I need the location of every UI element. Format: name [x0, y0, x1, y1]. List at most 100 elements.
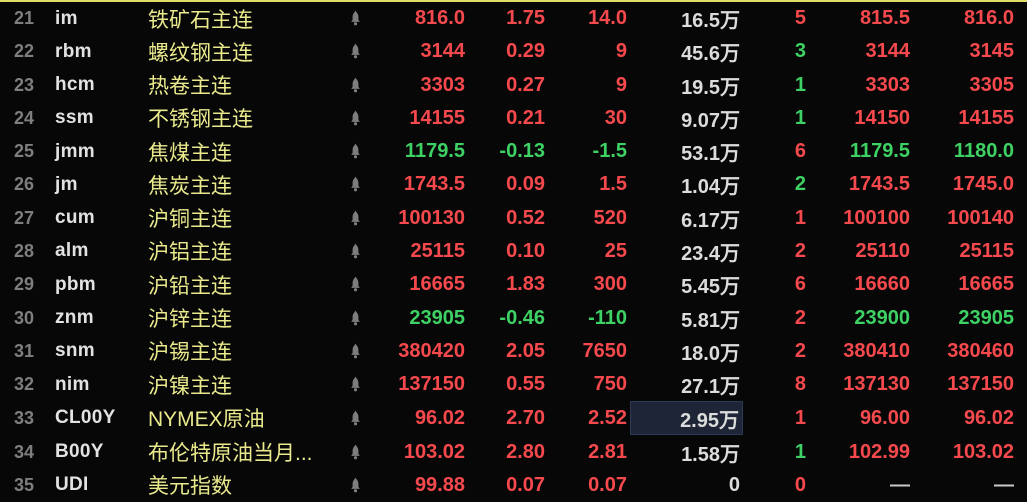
change-amount: 0.07 [588, 473, 627, 496]
change-percent: 0.09 [506, 173, 545, 196]
tick-count: 2 [794, 173, 806, 196]
ask-price: 14155 [958, 106, 1014, 129]
alert-bell-icon[interactable] [338, 2, 372, 35]
ask-price: 816.0 [963, 7, 1014, 30]
tick-count: 1 [794, 406, 806, 429]
change-amount: -1.5 [592, 140, 627, 163]
change-amount: 2.52 [588, 406, 627, 429]
alert-bell-icon[interactable] [338, 469, 372, 502]
change-percent: 0.55 [506, 373, 545, 396]
alert-bell-icon[interactable] [338, 168, 372, 201]
table-row[interactable]: 32 nim 沪镍主连 137150 0.55 750 27.1万 8 1371… [0, 368, 1027, 401]
change-percent: -0.46 [499, 306, 545, 329]
row-index: 24 [14, 107, 35, 128]
alert-bell-icon[interactable] [338, 69, 372, 102]
alert-bell-icon[interactable] [338, 235, 372, 268]
ask-price: 16665 [958, 273, 1014, 296]
volume: 5.45万 [681, 276, 740, 299]
table-row[interactable]: 22 rbm 螺纹钢主连 3144 0.29 9 45.6万 3 3144 31… [0, 35, 1027, 68]
volume: 19.5万 [681, 76, 740, 99]
alert-bell-icon[interactable] [338, 401, 372, 435]
alert-bell-icon[interactable] [338, 202, 372, 235]
symbol-name: 沪铜主连 [148, 208, 232, 232]
table-row[interactable]: 27 cum 沪铜主连 100130 0.52 520 6.17万 1 1001… [0, 202, 1027, 235]
tick-count: 1 [794, 440, 806, 463]
last-price: 23905 [409, 306, 465, 329]
bid-price: 3144 [865, 40, 911, 63]
volume: 18.0万 [681, 342, 740, 365]
row-index: 31 [14, 340, 35, 361]
alert-bell-icon[interactable] [338, 301, 372, 334]
table-row[interactable]: 24 ssm 不锈钢主连 14155 0.21 30 9.07万 1 14150… [0, 102, 1027, 135]
ask-price: 3305 [969, 73, 1015, 96]
row-index: 28 [14, 240, 35, 261]
bid-price: 96.00 [859, 406, 910, 429]
table-row[interactable]: 31 snm 沪锡主连 380420 2.05 7650 18.0万 2 380… [0, 335, 1027, 368]
table-row[interactable]: 34 B00Y 布伦特原油当月... 103.02 2.80 2.81 1.58… [0, 435, 1027, 468]
row-index: 29 [14, 274, 35, 295]
bid-price: 1179.5 [849, 140, 910, 163]
last-price: 816.0 [414, 7, 465, 30]
table-row[interactable]: 23 hcm 热卷主连 3303 0.27 9 19.5万 1 3303 330… [0, 69, 1027, 102]
volume: 1.58万 [681, 443, 740, 466]
table-row[interactable]: 28 alm 沪铝主连 25115 0.10 25 23.4万 2 25110 … [0, 235, 1027, 268]
bid-price: 14150 [854, 106, 910, 129]
table-row[interactable]: 30 znm 沪锌主连 23905 -0.46 -110 5.81万 2 239… [0, 301, 1027, 334]
alert-bell-icon[interactable] [338, 335, 372, 368]
table-row[interactable]: 21 im 铁矿石主连 816.0 1.75 14.0 16.5万 5 815.… [0, 2, 1027, 35]
row-index: 23 [14, 74, 35, 95]
alert-bell-icon[interactable] [338, 102, 372, 135]
bid-price: 16660 [854, 273, 910, 296]
ask-price: 23905 [958, 306, 1014, 329]
alert-bell-icon[interactable] [338, 135, 372, 168]
change-amount: 7650 [582, 339, 628, 362]
table-row[interactable]: 25 jmm 焦煤主连 1179.5 -0.13 -1.5 53.1万 6 11… [0, 135, 1027, 168]
symbol-name: 沪锡主连 [148, 341, 232, 365]
volume: 53.1万 [681, 143, 740, 166]
table-row[interactable]: 26 jm 焦炭主连 1743.5 0.09 1.5 1.04万 2 1743.… [0, 168, 1027, 201]
symbol-name: 螺纹钢主连 [148, 41, 253, 65]
volume: 45.6万 [681, 43, 740, 66]
tick-count: 2 [794, 339, 806, 362]
last-price: 16665 [409, 273, 465, 296]
last-price: 1179.5 [404, 140, 465, 163]
change-percent: 2.05 [506, 339, 545, 362]
symbol-code: B00Y [55, 441, 104, 463]
ask-price: 96.02 [963, 406, 1014, 429]
row-index: 34 [14, 441, 35, 462]
change-amount: 14.0 [588, 7, 627, 30]
symbol-name: 不锈钢主连 [148, 108, 253, 132]
row-index: 35 [14, 474, 35, 495]
symbol-code: UDI [55, 474, 89, 496]
row-index: 25 [14, 141, 35, 162]
tick-count: 8 [794, 373, 806, 396]
bid-price: 137130 [843, 373, 910, 396]
volume: 1.04万 [681, 176, 740, 199]
symbol-code: alm [55, 240, 89, 262]
alert-bell-icon[interactable] [338, 268, 372, 301]
alert-bell-icon[interactable] [338, 35, 372, 68]
symbol-name: 焦煤主连 [148, 141, 232, 165]
change-amount: 520 [593, 206, 627, 229]
ask-price: 1180.0 [953, 140, 1014, 163]
change-percent: -0.13 [499, 140, 545, 163]
last-price: 3144 [420, 40, 466, 63]
symbol-code: jmm [55, 140, 95, 162]
table-row[interactable]: 29 pbm 沪铅主连 16665 1.83 300 5.45万 6 16660… [0, 268, 1027, 301]
symbol-code: rbm [55, 40, 92, 62]
bid-price: 1743.5 [848, 173, 910, 196]
symbol-code: pbm [55, 273, 97, 295]
table-row[interactable]: 33 CL00Y NYMEX原油 96.02 2.70 2.52 2.95万 1… [0, 401, 1027, 436]
tick-count: 3 [794, 40, 806, 63]
alert-bell-icon[interactable] [338, 368, 372, 401]
symbol-code: CL00Y [55, 407, 116, 429]
change-amount: 300 [593, 273, 627, 296]
alert-bell-icon[interactable] [338, 435, 372, 468]
table-row[interactable]: 35 UDI 美元指数 99.88 0.07 0.07 0 0 — — [0, 469, 1027, 502]
symbol-name: 热卷主连 [148, 75, 232, 99]
bid-price: — [890, 473, 910, 496]
tick-count: 2 [794, 306, 806, 329]
volume: 6.17万 [681, 209, 740, 232]
